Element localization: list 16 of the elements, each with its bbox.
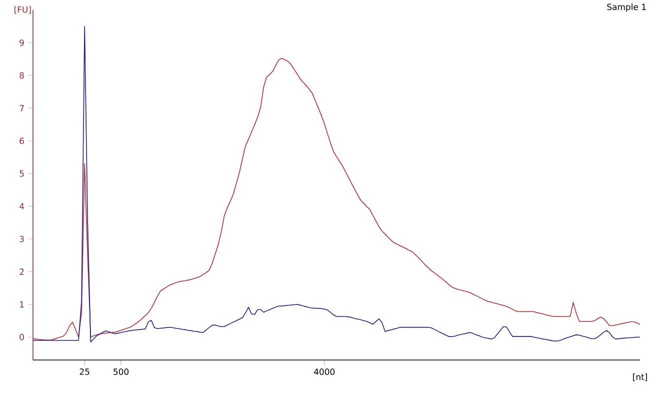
- y-tick-label: 5: [20, 170, 24, 177]
- y-tick-label: 2: [20, 268, 24, 275]
- y-tick-label: 0: [20, 334, 24, 340]
- y-tick-label: 1: [20, 301, 24, 308]
- y-axis-title: [FU]: [14, 6, 31, 14]
- y-tick-label: 8: [20, 72, 24, 79]
- x-tick-label: 500: [114, 368, 129, 375]
- chart-title: Sample 1: [607, 4, 646, 12]
- x-tick-label: 25: [80, 368, 90, 375]
- y-tick-label: 7: [20, 105, 24, 112]
- y-tick-label: 4: [20, 203, 24, 210]
- x-axis-title: [nt]: [633, 374, 647, 382]
- y-tick-label: 3: [20, 236, 24, 242]
- y-tick-label: 9: [20, 40, 24, 46]
- y-tick-label: 6: [20, 138, 24, 144]
- x-tick-label: 4000: [314, 368, 335, 375]
